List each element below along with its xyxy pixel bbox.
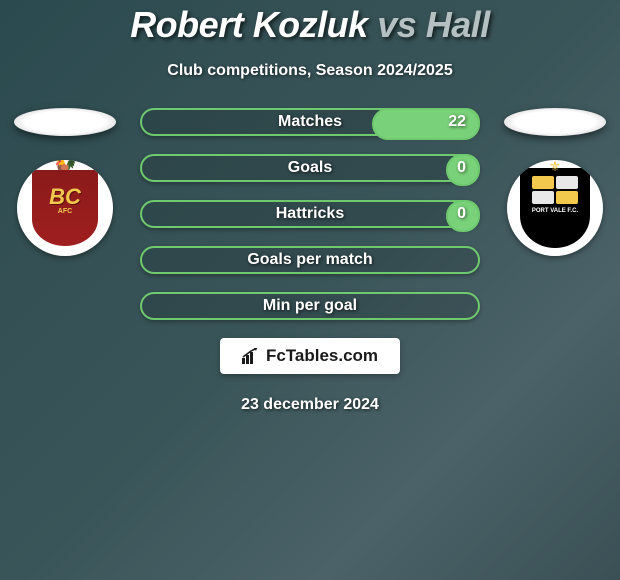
stat-label: Hattricks xyxy=(276,205,344,223)
watermark-text: FcTables.com xyxy=(266,346,378,366)
pv-grid xyxy=(532,176,578,204)
stat-label: Goals xyxy=(288,159,332,177)
date: 23 december 2024 xyxy=(241,396,379,414)
stat-row: Goals 0 xyxy=(140,154,480,182)
title-player-a: Robert Kozluk xyxy=(130,4,368,45)
knot-icon: ⚜ xyxy=(549,160,562,175)
subtitle: Club competitions, Season 2024/2025 xyxy=(167,62,452,80)
chart-icon xyxy=(242,348,260,364)
page-title: Robert Kozluk vs Hall xyxy=(130,4,490,46)
pv-text: PORT VALE F.C. xyxy=(532,208,578,214)
stat-label: Goals per match xyxy=(247,251,372,269)
stat-row: Goals per match xyxy=(140,246,480,274)
player-photo-right xyxy=(504,108,606,136)
left-column: 🐓 BC AFC xyxy=(10,108,120,256)
right-column: ⚜ PORT VALE F.C. xyxy=(500,108,610,256)
main-container: Robert Kozluk vs Hall Club competitions,… xyxy=(0,0,620,414)
club-logo-right: ⚜ PORT VALE F.C. xyxy=(507,160,603,256)
bradford-shield: BC AFC xyxy=(32,170,98,246)
stat-label: Matches xyxy=(278,113,342,131)
comparison-area: 🐓 BC AFC Matches22Goals0Hattricks0Goals … xyxy=(0,108,620,320)
stat-value-right: 22 xyxy=(448,113,466,131)
logo-text-bc: BC xyxy=(49,184,81,210)
portvale-shield: ⚜ PORT VALE F.C. xyxy=(520,168,590,248)
stat-label: Min per goal xyxy=(263,297,357,315)
stat-row: Matches 22 xyxy=(140,108,480,136)
stat-row: Hattricks 0 xyxy=(140,200,480,228)
player-photo-left xyxy=(14,108,116,136)
stat-value-right: 0 xyxy=(457,205,466,223)
logo-text-afc: AFC xyxy=(58,208,72,215)
watermark: FcTables.com xyxy=(220,338,400,374)
stat-row: Min per goal xyxy=(140,292,480,320)
club-logo-left: 🐓 BC AFC xyxy=(17,160,113,256)
title-player-b: Hall xyxy=(426,4,490,45)
stats-column: Matches 22 Goals 0 Hattricks 0 Goals per match… xyxy=(140,108,480,320)
title-vs: vs xyxy=(377,4,416,45)
stat-value-right: 0 xyxy=(457,159,466,177)
